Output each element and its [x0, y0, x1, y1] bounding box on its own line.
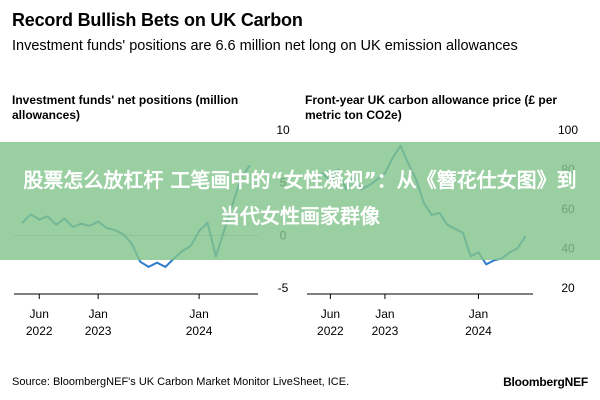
source-note: Source: BloombergNEF's UK Carbon Market … — [12, 376, 350, 388]
right-x-tick-label: Jun — [321, 307, 340, 321]
right-y-tick-label: 20 — [561, 281, 575, 295]
right-x-tick-label: 2023 — [372, 324, 399, 338]
overlay-banner-text: 股票怎么放杠杆 工笔画中的“女性凝视”：从《簪花仕女图》到当代女性画家群像 — [23, 168, 577, 228]
left-x-tick-label: Jan — [88, 307, 107, 321]
left-x-tick-label: 2022 — [26, 324, 53, 338]
left-y-tick-label: 10 — [276, 123, 290, 137]
left-data-point — [164, 266, 167, 268]
left-x-tick-label: 2023 — [85, 324, 112, 338]
left-data-point — [139, 260, 142, 263]
left-y-tick-label: -5 — [278, 281, 289, 295]
left-x-tick-label: 2024 — [186, 324, 213, 338]
left-data-point — [147, 266, 150, 268]
overlay-banner — [0, 142, 600, 260]
left-x-tick-label: Jun — [30, 307, 49, 321]
brand-logo: BloombergNEF — [503, 375, 588, 389]
right-panel-title: Front-year UK carbon allowance price (£ … — [305, 93, 558, 122]
right-data-point — [485, 263, 488, 266]
right-y-tick-label: 100 — [558, 123, 578, 137]
left-panel-title: Investment funds' net positions (million… — [12, 93, 239, 122]
right-x-tick-label: 2022 — [317, 324, 344, 338]
left-x-tick-label: Jan — [189, 307, 208, 321]
right-x-tick-label: Jan — [375, 307, 394, 321]
right-x-tick-label: Jan — [469, 307, 488, 321]
chart-title: Record Bullish Bets on UK Carbon — [12, 10, 303, 30]
left-data-point — [156, 261, 158, 264]
chart-subtitle: Investment funds' positions are 6.6 mill… — [12, 38, 518, 54]
right-x-tick-label: 2024 — [465, 324, 492, 338]
